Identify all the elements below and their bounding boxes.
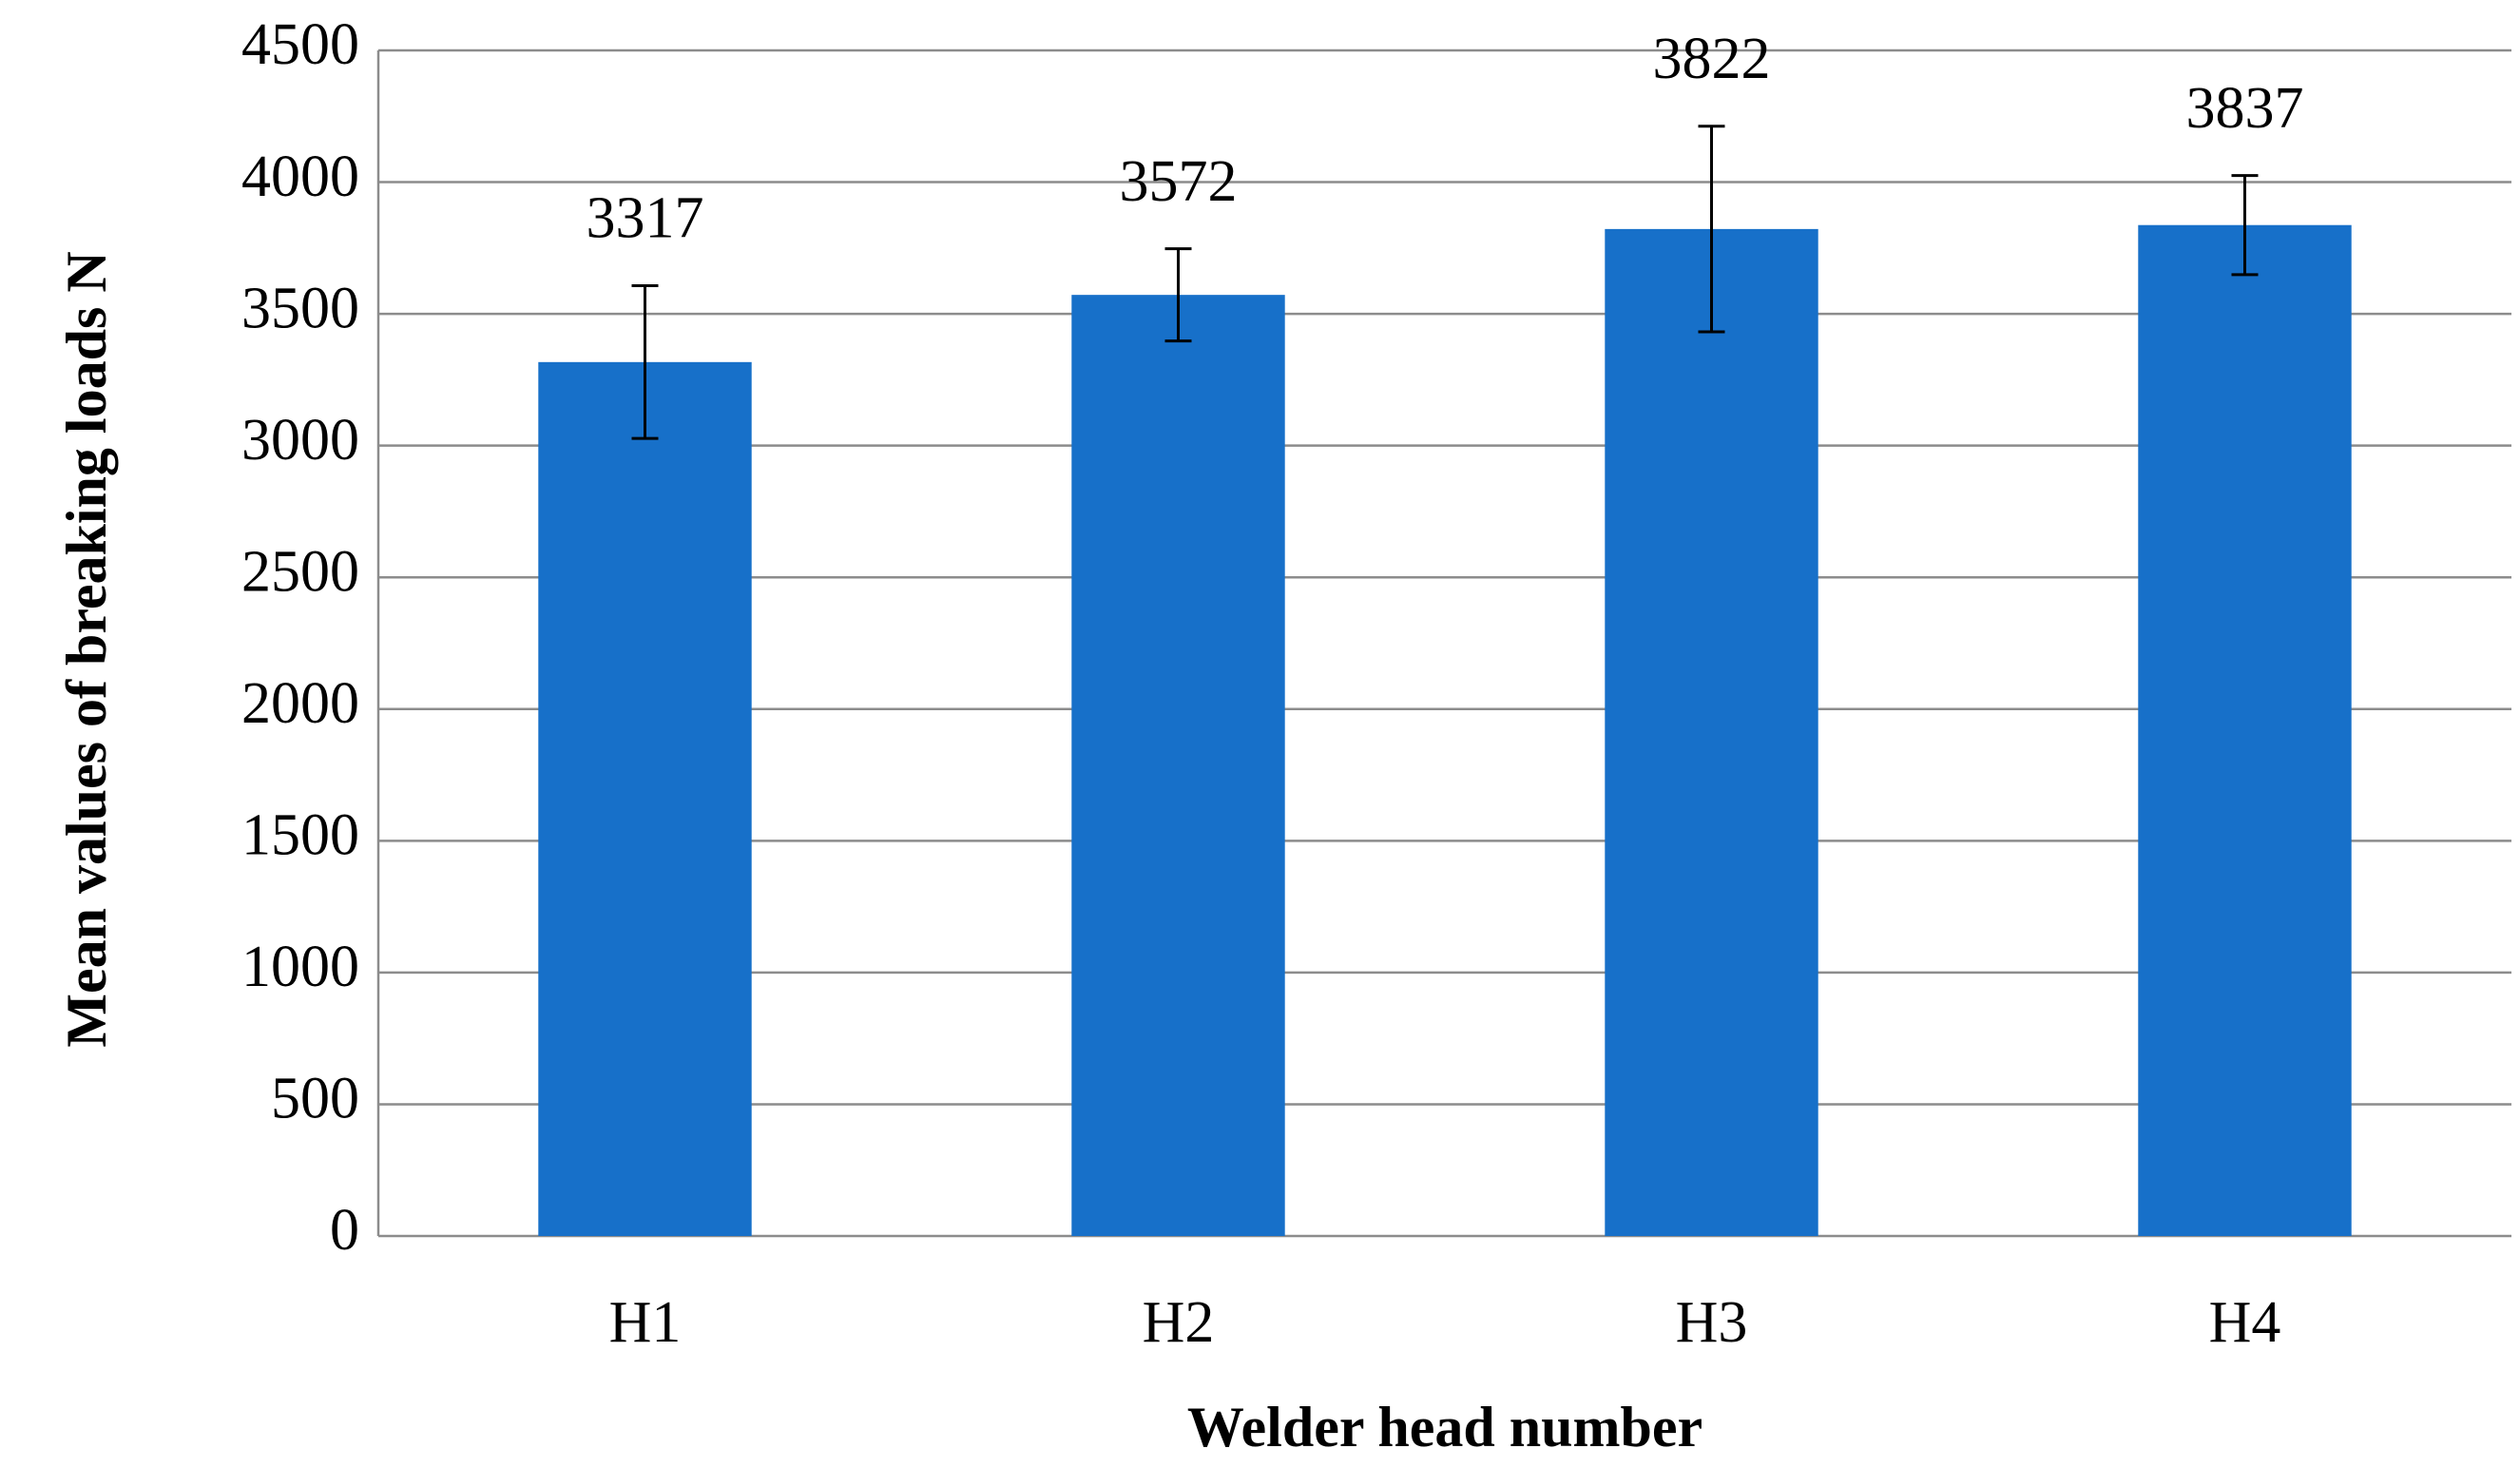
y-tick-label: 0 bbox=[330, 1198, 359, 1263]
y-tick-label: 3000 bbox=[241, 408, 359, 473]
y-axis-title: Mean values of breaking loads N bbox=[55, 251, 118, 1047]
y-tick-label: 500 bbox=[271, 1067, 359, 1131]
x-axis-title: Welder head number bbox=[1187, 1396, 1702, 1458]
bar bbox=[1605, 228, 1818, 1236]
x-tick-label: H3 bbox=[1676, 1290, 1748, 1355]
bar bbox=[2138, 224, 2352, 1237]
y-tick-label: 4000 bbox=[241, 145, 359, 209]
error-bar bbox=[631, 283, 659, 440]
x-tick-label: H2 bbox=[1143, 1290, 1215, 1355]
y-tick-label: 2500 bbox=[241, 539, 359, 604]
x-tick-label: H1 bbox=[609, 1290, 682, 1355]
y-tick-label: 1000 bbox=[241, 935, 359, 999]
error-bar bbox=[1698, 125, 1725, 334]
data-label: 3572 bbox=[1120, 149, 1238, 214]
error-bar bbox=[2231, 174, 2259, 277]
bar bbox=[538, 361, 752, 1236]
data-label: 3822 bbox=[1653, 27, 1771, 91]
y-tick-label: 1500 bbox=[241, 803, 359, 868]
data-label: 3837 bbox=[2186, 76, 2304, 141]
bar bbox=[1071, 295, 1285, 1236]
y-tick-label: 2000 bbox=[241, 671, 359, 736]
x-tick-label: H4 bbox=[2209, 1290, 2281, 1355]
y-tick-label: 4500 bbox=[241, 12, 359, 77]
error-bar bbox=[1164, 247, 1192, 343]
y-tick-label: 3500 bbox=[241, 276, 359, 340]
data-label: 3317 bbox=[587, 186, 704, 251]
